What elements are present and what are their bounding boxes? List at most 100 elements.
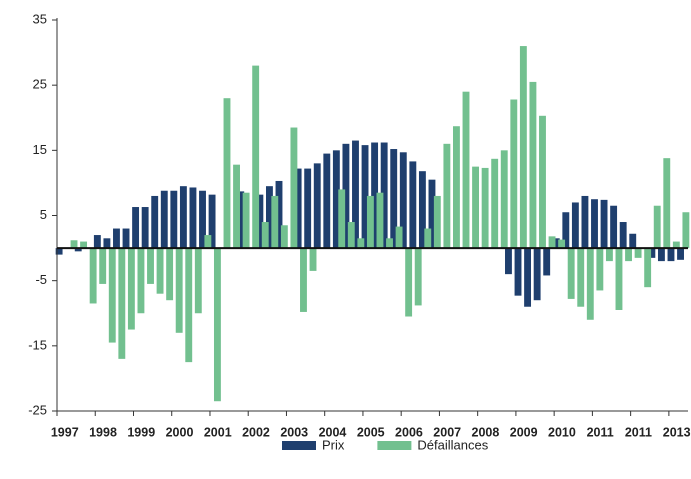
bar (70, 240, 78, 249)
bar (644, 248, 652, 288)
bar (610, 205, 618, 249)
bar (653, 205, 661, 249)
bar (275, 180, 283, 249)
bar (629, 233, 637, 249)
bar (567, 248, 575, 299)
bar (428, 179, 436, 249)
bar (309, 248, 317, 271)
bar (55, 248, 63, 255)
bar (533, 248, 541, 301)
x-tick-label: 2011 (625, 425, 652, 439)
bar (118, 248, 126, 359)
bar (242, 192, 250, 249)
bar (481, 167, 489, 249)
bar (361, 145, 369, 249)
bar (462, 91, 470, 249)
bar (524, 248, 532, 307)
bar (634, 248, 642, 258)
y-tick-label: 5 (40, 207, 47, 222)
bar (261, 222, 269, 249)
x-tick-label: 1997 (51, 425, 79, 439)
legend-label: Prix (322, 437, 345, 452)
legend-swatch (377, 441, 412, 450)
bar (577, 248, 585, 307)
bar (519, 46, 527, 249)
bar (332, 150, 340, 249)
bar (141, 207, 149, 249)
bar (409, 161, 417, 249)
bar (663, 158, 671, 249)
bar (529, 81, 537, 249)
y-tick-label: -5 (35, 272, 47, 287)
bar (562, 212, 570, 249)
bar (352, 140, 359, 249)
bar (223, 98, 231, 249)
x-tick-label: 2000 (166, 425, 194, 439)
bar (185, 248, 193, 363)
bar (204, 235, 212, 249)
bar (208, 194, 216, 249)
bar (667, 248, 675, 262)
bar (160, 190, 168, 249)
bar (347, 222, 355, 249)
bar (300, 248, 307, 312)
bar (596, 248, 604, 291)
bar (151, 195, 159, 249)
x-tick-label: 2011 (587, 425, 614, 439)
bar (581, 195, 589, 249)
x-tick-label: 2009 (510, 425, 538, 439)
bar (170, 190, 178, 249)
bar (108, 248, 116, 343)
bar (74, 248, 82, 252)
bar (682, 212, 690, 249)
bar (472, 166, 480, 249)
bar (147, 248, 154, 284)
bar (418, 171, 426, 249)
bar (548, 236, 556, 249)
bar (380, 142, 388, 249)
bar (591, 199, 598, 249)
bar (505, 248, 512, 275)
bar (103, 238, 111, 249)
bar (625, 248, 632, 262)
bar (99, 248, 107, 284)
bar (424, 228, 432, 249)
x-tick-label: 2010 (548, 425, 576, 439)
bar (194, 248, 202, 314)
bar (615, 248, 623, 310)
x-tick-label: 2007 (433, 425, 461, 439)
bar (390, 149, 398, 249)
bar (323, 153, 331, 249)
legend-label: Défaillances (417, 437, 488, 452)
bar (304, 168, 312, 249)
bar (657, 248, 665, 262)
bar (290, 127, 298, 249)
bar (443, 143, 451, 249)
bar (122, 228, 130, 249)
bar (386, 238, 393, 249)
bar (619, 222, 627, 249)
bar (453, 126, 460, 249)
x-tick-label: 2005 (357, 425, 385, 439)
bar (237, 191, 245, 249)
bar (605, 248, 613, 262)
x-tick-label: 2003 (280, 425, 308, 439)
bar (552, 238, 560, 249)
bar (179, 186, 187, 249)
bar (357, 238, 365, 249)
bar (132, 207, 140, 249)
x-tick-label: 2006 (395, 425, 423, 439)
bar (342, 143, 350, 249)
x-tick-label: 2004 (319, 425, 347, 439)
bar (366, 195, 374, 249)
legend-swatch (282, 441, 316, 450)
bar (338, 189, 346, 249)
bar (271, 195, 279, 249)
bar (265, 186, 273, 249)
bar (189, 187, 197, 249)
bar (491, 158, 499, 249)
bar (93, 235, 101, 249)
bar (514, 248, 522, 296)
x-tick-label: 2001 (204, 425, 232, 439)
